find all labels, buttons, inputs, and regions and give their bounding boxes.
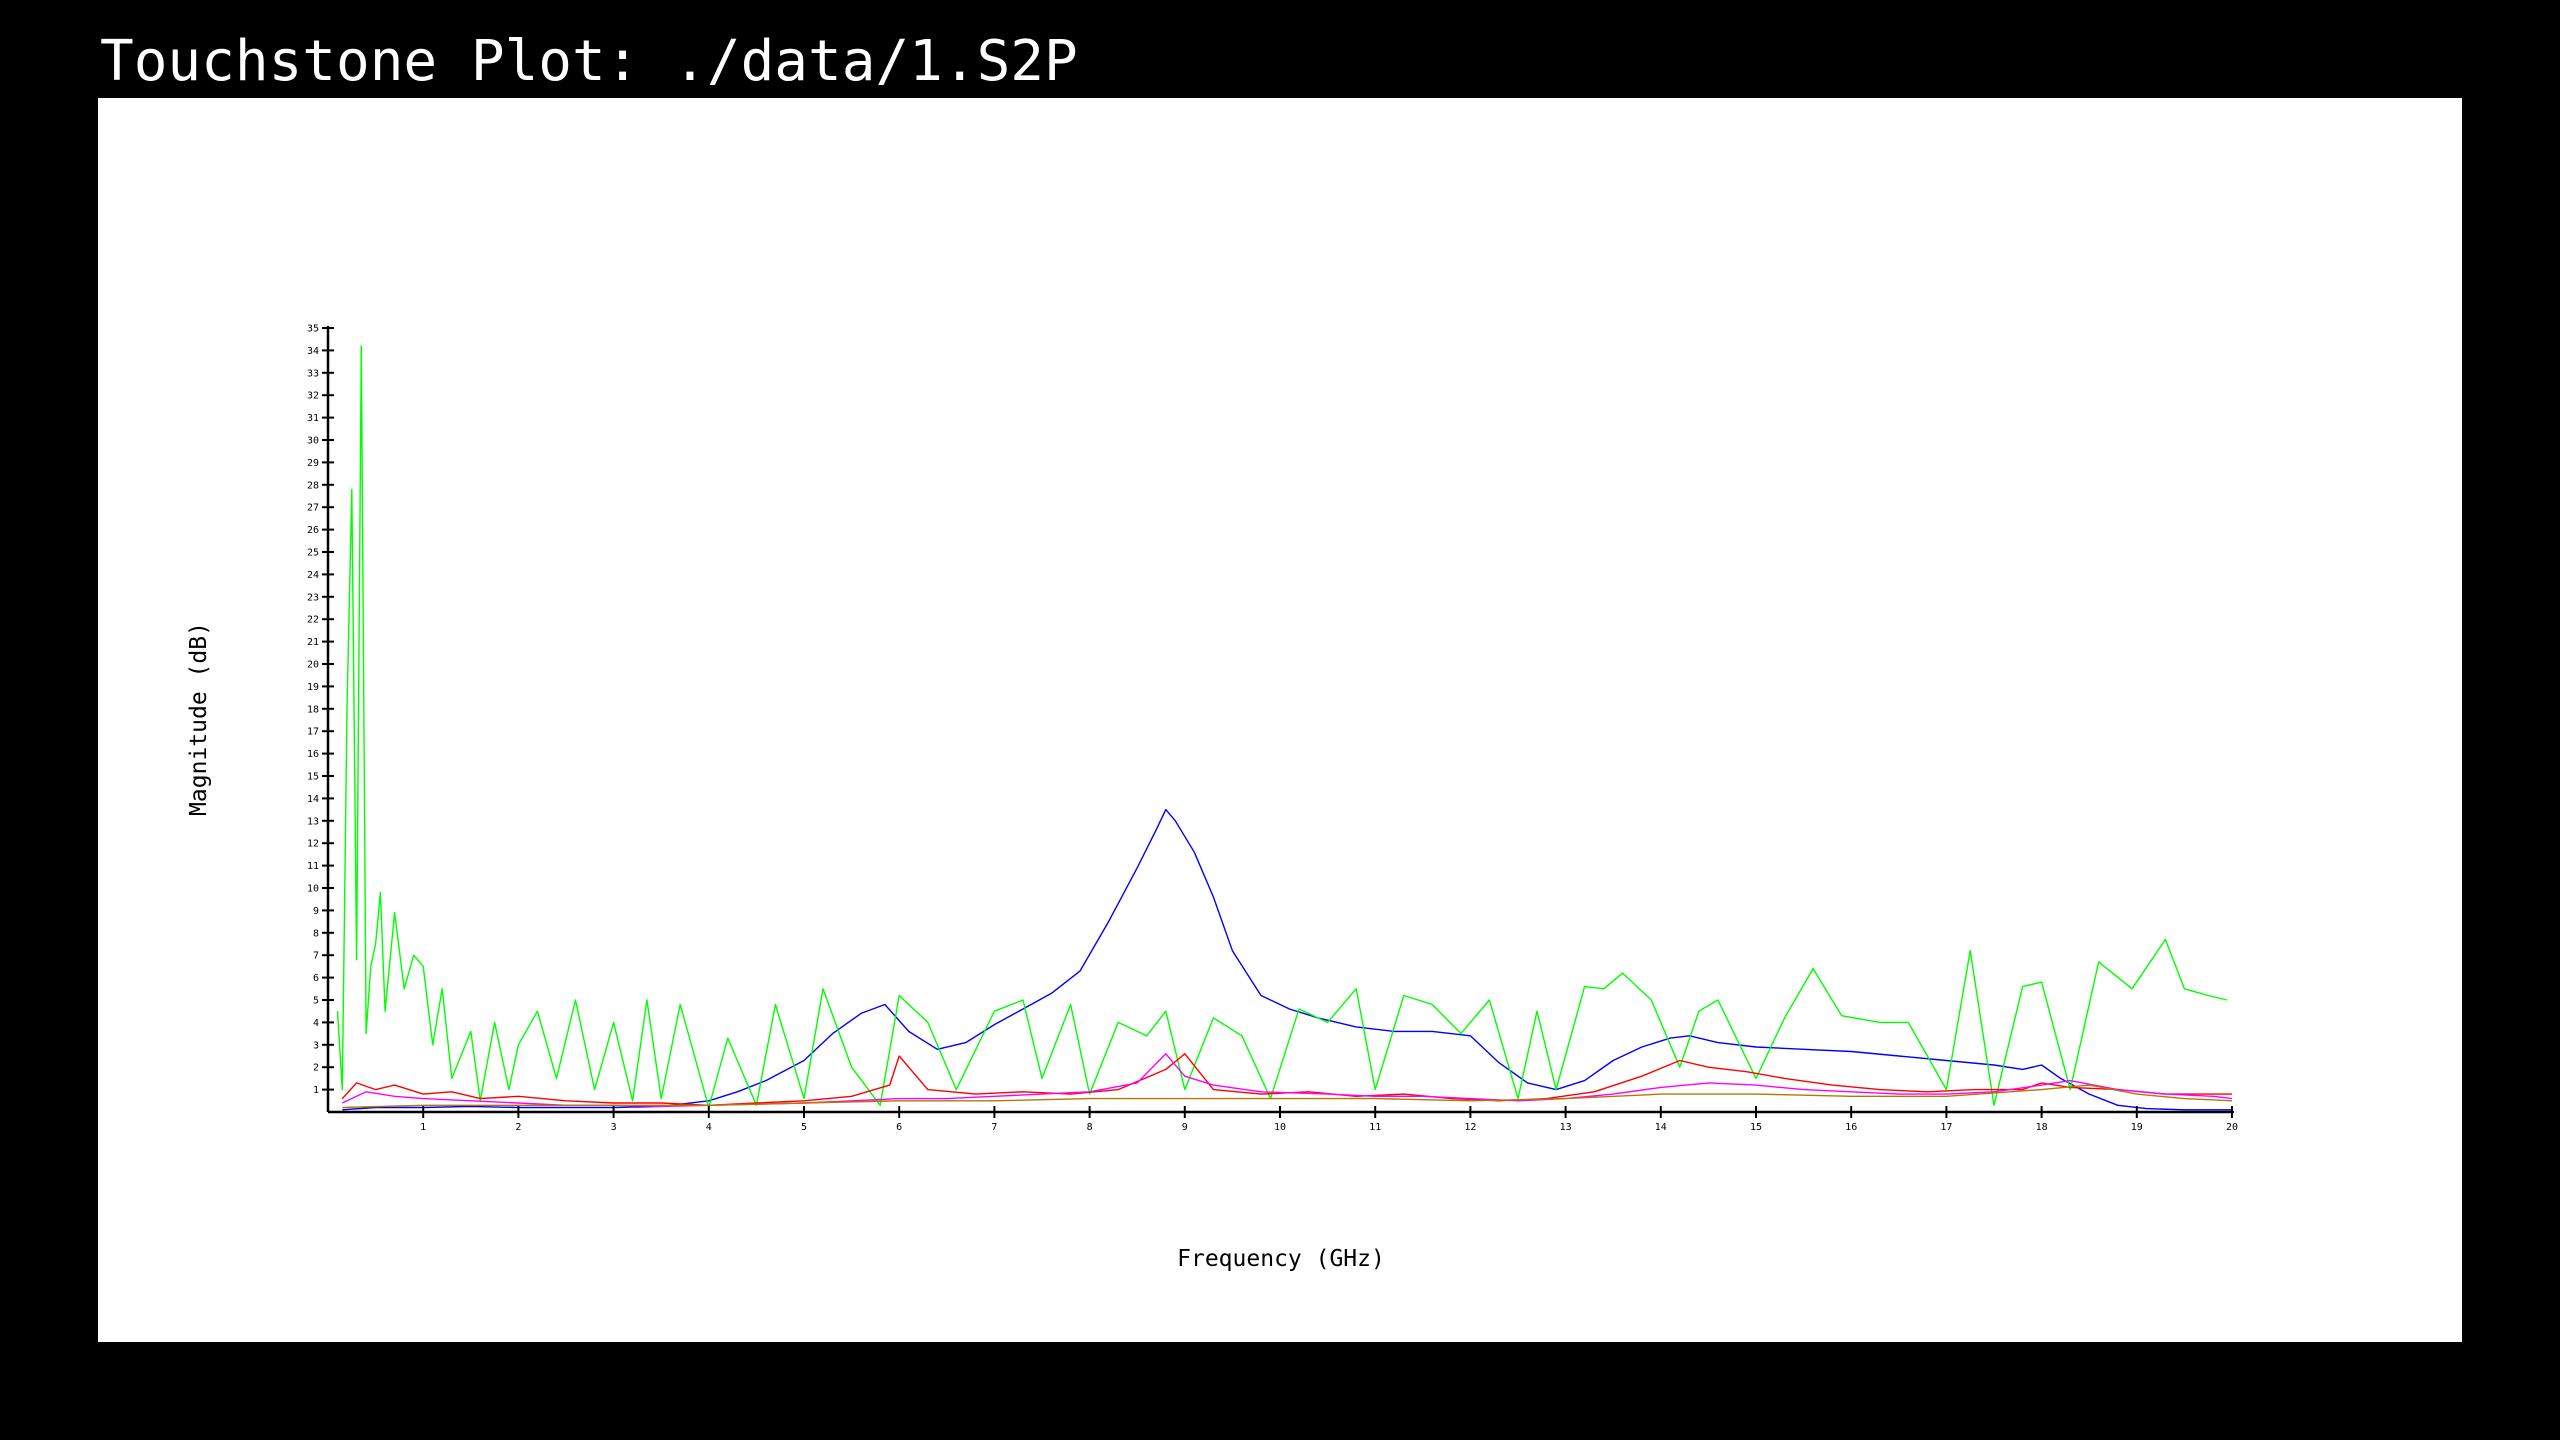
y-tick-label: 12 xyxy=(307,839,319,850)
x-axis-title: Frequency (GHz) xyxy=(1177,1246,1385,1272)
y-axis-title: Magnitude (dB) xyxy=(186,622,212,816)
x-tick-label: 11 xyxy=(1369,1122,1381,1133)
y-tick-label: 11 xyxy=(307,861,319,872)
x-tick-label: 5 xyxy=(801,1122,807,1133)
y-tick-label: 34 xyxy=(307,346,319,357)
x-tick-label: 18 xyxy=(2036,1122,2048,1133)
y-tick-label: 31 xyxy=(307,413,319,424)
y-tick-label: 1 xyxy=(313,1085,319,1096)
window-title: Touchstone Plot: ./data/1.S2P xyxy=(100,29,1078,94)
x-tick-label: 20 xyxy=(2226,1122,2238,1133)
series-line-1 xyxy=(342,808,2232,1111)
y-tick-label: 35 xyxy=(307,324,319,335)
x-tick-label: 13 xyxy=(1560,1122,1572,1133)
y-tick-label: 33 xyxy=(307,368,319,379)
y-tick-label: 4 xyxy=(313,1018,319,1029)
y-tick-label: 16 xyxy=(307,749,319,760)
y-tick-label: 8 xyxy=(313,928,319,939)
y-tick-label: 24 xyxy=(307,570,319,581)
x-axis-ticks: 1 2 3 4 5 6 7 8 9 10 11 12 13 14 15 16 17 18 19 20 xyxy=(420,1106,2238,1133)
y-tick-label: 15 xyxy=(307,772,319,783)
y-tick-label: 21 xyxy=(307,637,319,648)
y-tick-label: 27 xyxy=(307,503,319,514)
y-tick-label: 7 xyxy=(313,951,319,962)
x-tick-label: 1 xyxy=(420,1122,426,1133)
y-axis-ticks: 1234567891011121314151617181920212223242… xyxy=(307,324,334,1096)
series-line-5 xyxy=(342,1084,2233,1109)
series-line-3 xyxy=(341,1053,2232,1106)
x-tick-label: 6 xyxy=(896,1122,902,1133)
y-tick-label: 22 xyxy=(307,615,319,626)
series-layer xyxy=(336,345,2233,1111)
y-tick-label: 26 xyxy=(307,525,319,536)
x-tick-label: 15 xyxy=(1750,1122,1762,1133)
y-tick-label: 3 xyxy=(313,1040,319,1051)
magnitude-chart: 1 2 3 4 5 6 7 8 9 10 11 12 13 14 15 16 17 18 19 20 12345678… xyxy=(186,324,2238,1273)
y-tick-label: 19 xyxy=(307,682,319,693)
y-tick-label: 20 xyxy=(307,660,319,671)
x-tick-label: 4 xyxy=(706,1122,712,1133)
x-tick-label: 14 xyxy=(1655,1122,1667,1133)
y-tick-label: 18 xyxy=(307,704,319,715)
x-tick-label: 19 xyxy=(2131,1122,2143,1133)
y-tick-label: 30 xyxy=(307,436,319,447)
x-tick-label: 7 xyxy=(991,1122,997,1133)
x-tick-label: 9 xyxy=(1182,1122,1188,1133)
x-tick-label: 16 xyxy=(1845,1122,1857,1133)
y-tick-label: 23 xyxy=(307,592,319,603)
y-tick-label: 10 xyxy=(307,884,319,895)
x-tick-label: 2 xyxy=(515,1122,521,1133)
y-tick-label: 6 xyxy=(313,973,319,984)
series-line-2 xyxy=(336,345,2228,1109)
y-tick-label: 28 xyxy=(307,480,319,491)
y-tick-label: 14 xyxy=(307,794,319,805)
x-tick-label: 10 xyxy=(1274,1122,1286,1133)
y-tick-label: 17 xyxy=(307,727,319,738)
y-tick-label: 2 xyxy=(313,1063,319,1074)
x-tick-label: 12 xyxy=(1464,1122,1476,1133)
x-tick-label: 3 xyxy=(611,1122,617,1133)
y-tick-label: 9 xyxy=(313,906,319,917)
y-tick-label: 32 xyxy=(307,391,319,402)
y-tick-label: 5 xyxy=(313,996,319,1007)
x-tick-label: 8 xyxy=(1087,1122,1093,1133)
y-tick-label: 13 xyxy=(307,816,319,827)
y-tick-label: 29 xyxy=(307,458,319,469)
x-tick-label: 17 xyxy=(1940,1122,1952,1133)
y-tick-label: 25 xyxy=(307,548,319,559)
